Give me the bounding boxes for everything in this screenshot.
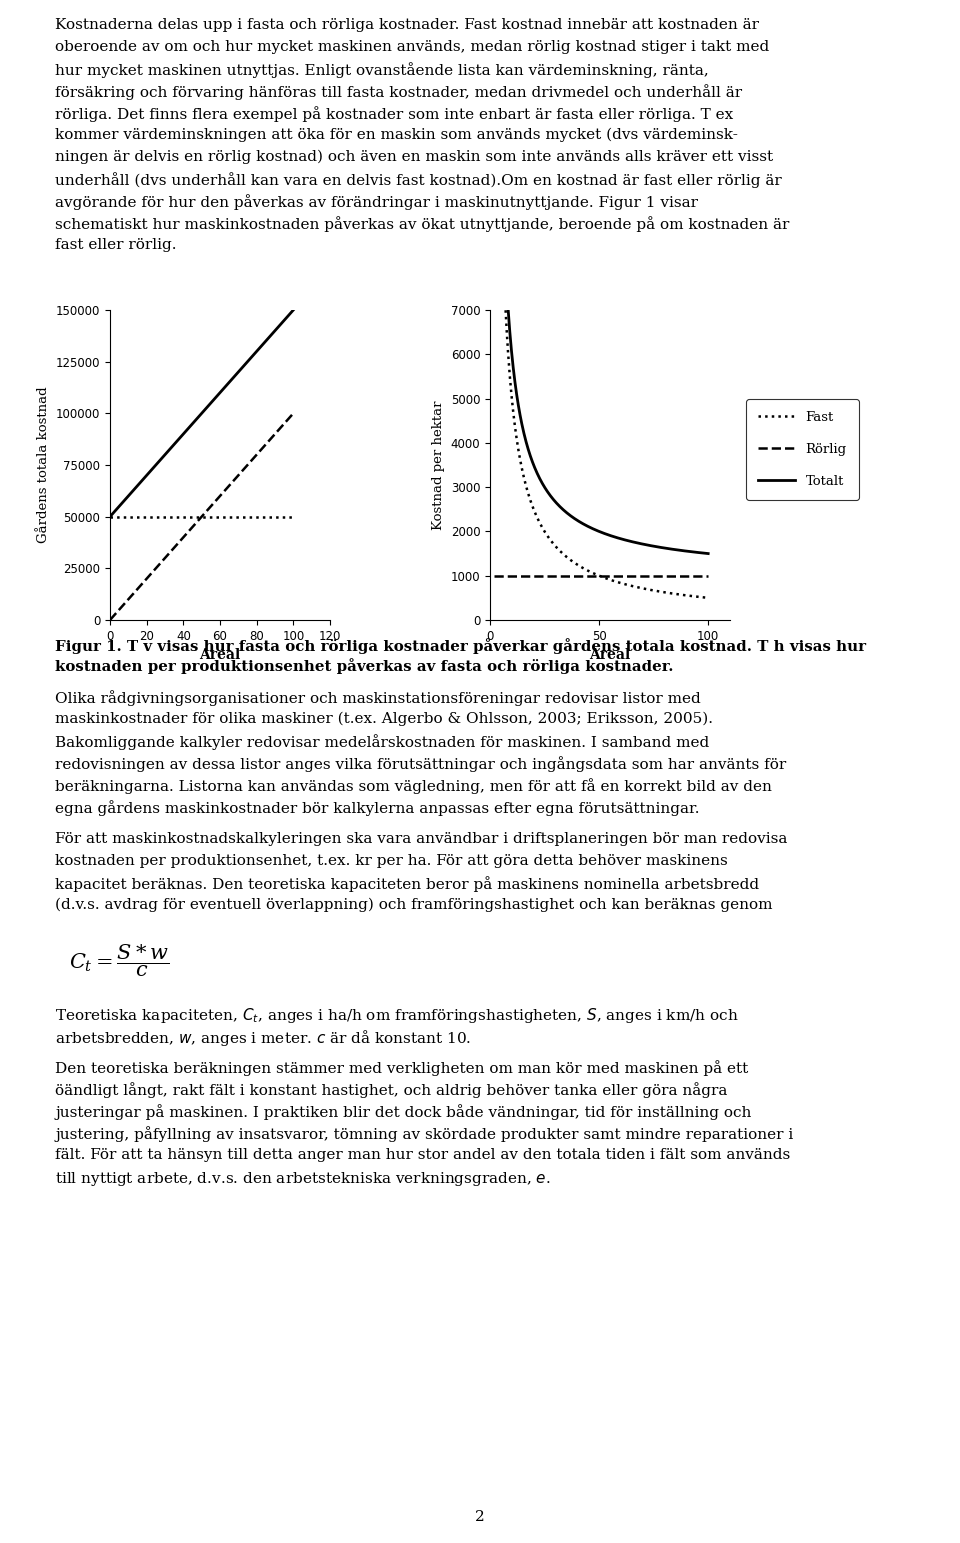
Text: Bakomliggande kalkyler redovisar medelårskostnaden för maskinen. I samband med: Bakomliggande kalkyler redovisar medelår… [55, 734, 709, 750]
Text: egna gårdens maskinkostnader bör kalkylerna anpassas efter egna förutsättningar.: egna gårdens maskinkostnader bör kalkyle… [55, 799, 700, 816]
Text: Teoretiska kapaciteten, $C_t$, anges i ha/h om framföringshastigheten, $S$, ange: Teoretiska kapaciteten, $C_t$, anges i h… [55, 1006, 738, 1025]
Text: försäkring och förvaring hänföras till fasta kostnader, medan drivmedel och unde: försäkring och förvaring hänföras till f… [55, 83, 742, 100]
Text: maskinkostnader för olika maskiner (t.ex. Algerbo & Ohlsson, 2003; Eriksson, 200: maskinkostnader för olika maskiner (t.ex… [55, 711, 713, 727]
Text: Kostnaderna delas upp i fasta och rörliga kostnader. Fast kostnad innebär att ko: Kostnaderna delas upp i fasta och rörlig… [55, 19, 759, 32]
Text: kommer värdeminskningen att öka för en maskin som används mycket (dvs värdeminsk: kommer värdeminskningen att öka för en m… [55, 128, 738, 142]
Text: 2: 2 [475, 1511, 485, 1524]
Text: justering, påfyllning av insatsvaror, tömning av skördade produkter samt mindre : justering, påfyllning av insatsvaror, tö… [55, 1126, 793, 1142]
X-axis label: Areal: Areal [589, 648, 631, 662]
Y-axis label: Kostnad per hektar: Kostnad per hektar [432, 400, 445, 529]
Text: För att maskinkostnadskalkyleringen ska vara användbar i driftsplaneringen bör m: För att maskinkostnadskalkyleringen ska … [55, 832, 787, 846]
Text: öändligt långt, rakt fält i konstant hastighet, och aldrig behöver tanka eller g: öändligt långt, rakt fält i konstant has… [55, 1082, 728, 1099]
Text: hur mycket maskinen utnyttjas. Enligt ovanstående lista kan värdeminskning, ränt: hur mycket maskinen utnyttjas. Enligt ov… [55, 62, 708, 77]
Text: justeringar på maskinen. I praktiken blir det dock både vändningar, tid för inst: justeringar på maskinen. I praktiken bli… [55, 1103, 752, 1120]
Text: Olika rådgivningsorganisationer och maskinstationsföreningar redovisar listor me: Olika rådgivningsorganisationer och mask… [55, 690, 701, 705]
Text: $C_t = \dfrac{S * w}{c}$: $C_t = \dfrac{S * w}{c}$ [69, 941, 170, 978]
X-axis label: Areal: Areal [200, 648, 241, 662]
Text: till nyttigt arbete, d.v.s. den arbetstekniska verkningsgraden, $e$.: till nyttigt arbete, d.v.s. den arbetste… [55, 1170, 551, 1188]
Text: fast eller rörlig.: fast eller rörlig. [55, 238, 177, 252]
Text: ningen är delvis en rörlig kostnad) och även en maskin som inte används alls krä: ningen är delvis en rörlig kostnad) och … [55, 150, 773, 165]
Text: arbetsbredden, $w$, anges i meter. $c$ är då konstant 10.: arbetsbredden, $w$, anges i meter. $c$ ä… [55, 1028, 471, 1048]
Text: Den teoretiska beräkningen stämmer med verkligheten om man kör med maskinen på e: Den teoretiska beräkningen stämmer med v… [55, 1060, 748, 1075]
Y-axis label: Gårdens totala kostnad: Gårdens totala kostnad [37, 387, 50, 543]
Legend: Fast, Rörlig, Totalt: Fast, Rörlig, Totalt [746, 400, 858, 500]
Text: redovisningen av dessa listor anges vilka förutsättningar och ingångsdata som ha: redovisningen av dessa listor anges vilk… [55, 756, 786, 772]
Text: (d.v.s. avdrag för eventuell överlappning) och framföringshastighet och kan berä: (d.v.s. avdrag för eventuell överlappnin… [55, 898, 773, 912]
Text: kostnaden per produktionsenhet påverkas av fasta och rörliga kostnader.: kostnaden per produktionsenhet påverkas … [55, 657, 674, 674]
Text: rörliga. Det finns flera exempel på kostnader som inte enbart är fasta eller rör: rörliga. Det finns flera exempel på kost… [55, 106, 733, 122]
Text: avgörande för hur den påverkas av förändringar i maskinutnyttjande. Figur 1 visa: avgörande för hur den påverkas av föränd… [55, 194, 698, 210]
Text: fält. För att ta hänsyn till detta anger man hur stor andel av den totala tiden : fält. För att ta hänsyn till detta anger… [55, 1148, 790, 1162]
Text: oberoende av om och hur mycket maskinen används, medan rörlig kostnad stiger i t: oberoende av om och hur mycket maskinen … [55, 40, 769, 54]
Text: kostnaden per produktionsenhet, t.ex. kr per ha. För att göra detta behöver mask: kostnaden per produktionsenhet, t.ex. kr… [55, 853, 728, 869]
Text: kapacitet beräknas. Den teoretiska kapaciteten beror på maskinens nominella arbe: kapacitet beräknas. Den teoretiska kapac… [55, 876, 759, 892]
Text: underhåll (dvs underhåll kan vara en delvis fast kostnad).Om en kostnad är fast : underhåll (dvs underhåll kan vara en del… [55, 171, 781, 188]
Text: Figur 1. T v visas hur fasta och rörliga kostnader påverkar gårdens totala kostn: Figur 1. T v visas hur fasta och rörliga… [55, 637, 866, 654]
Text: beräkningarna. Listorna kan användas som vägledning, men för att få en korrekt b: beräkningarna. Listorna kan användas som… [55, 778, 772, 795]
Text: schematiskt hur maskinkostnaden påverkas av ökat utnyttjande, beroende på om kos: schematiskt hur maskinkostnaden påverkas… [55, 216, 789, 231]
